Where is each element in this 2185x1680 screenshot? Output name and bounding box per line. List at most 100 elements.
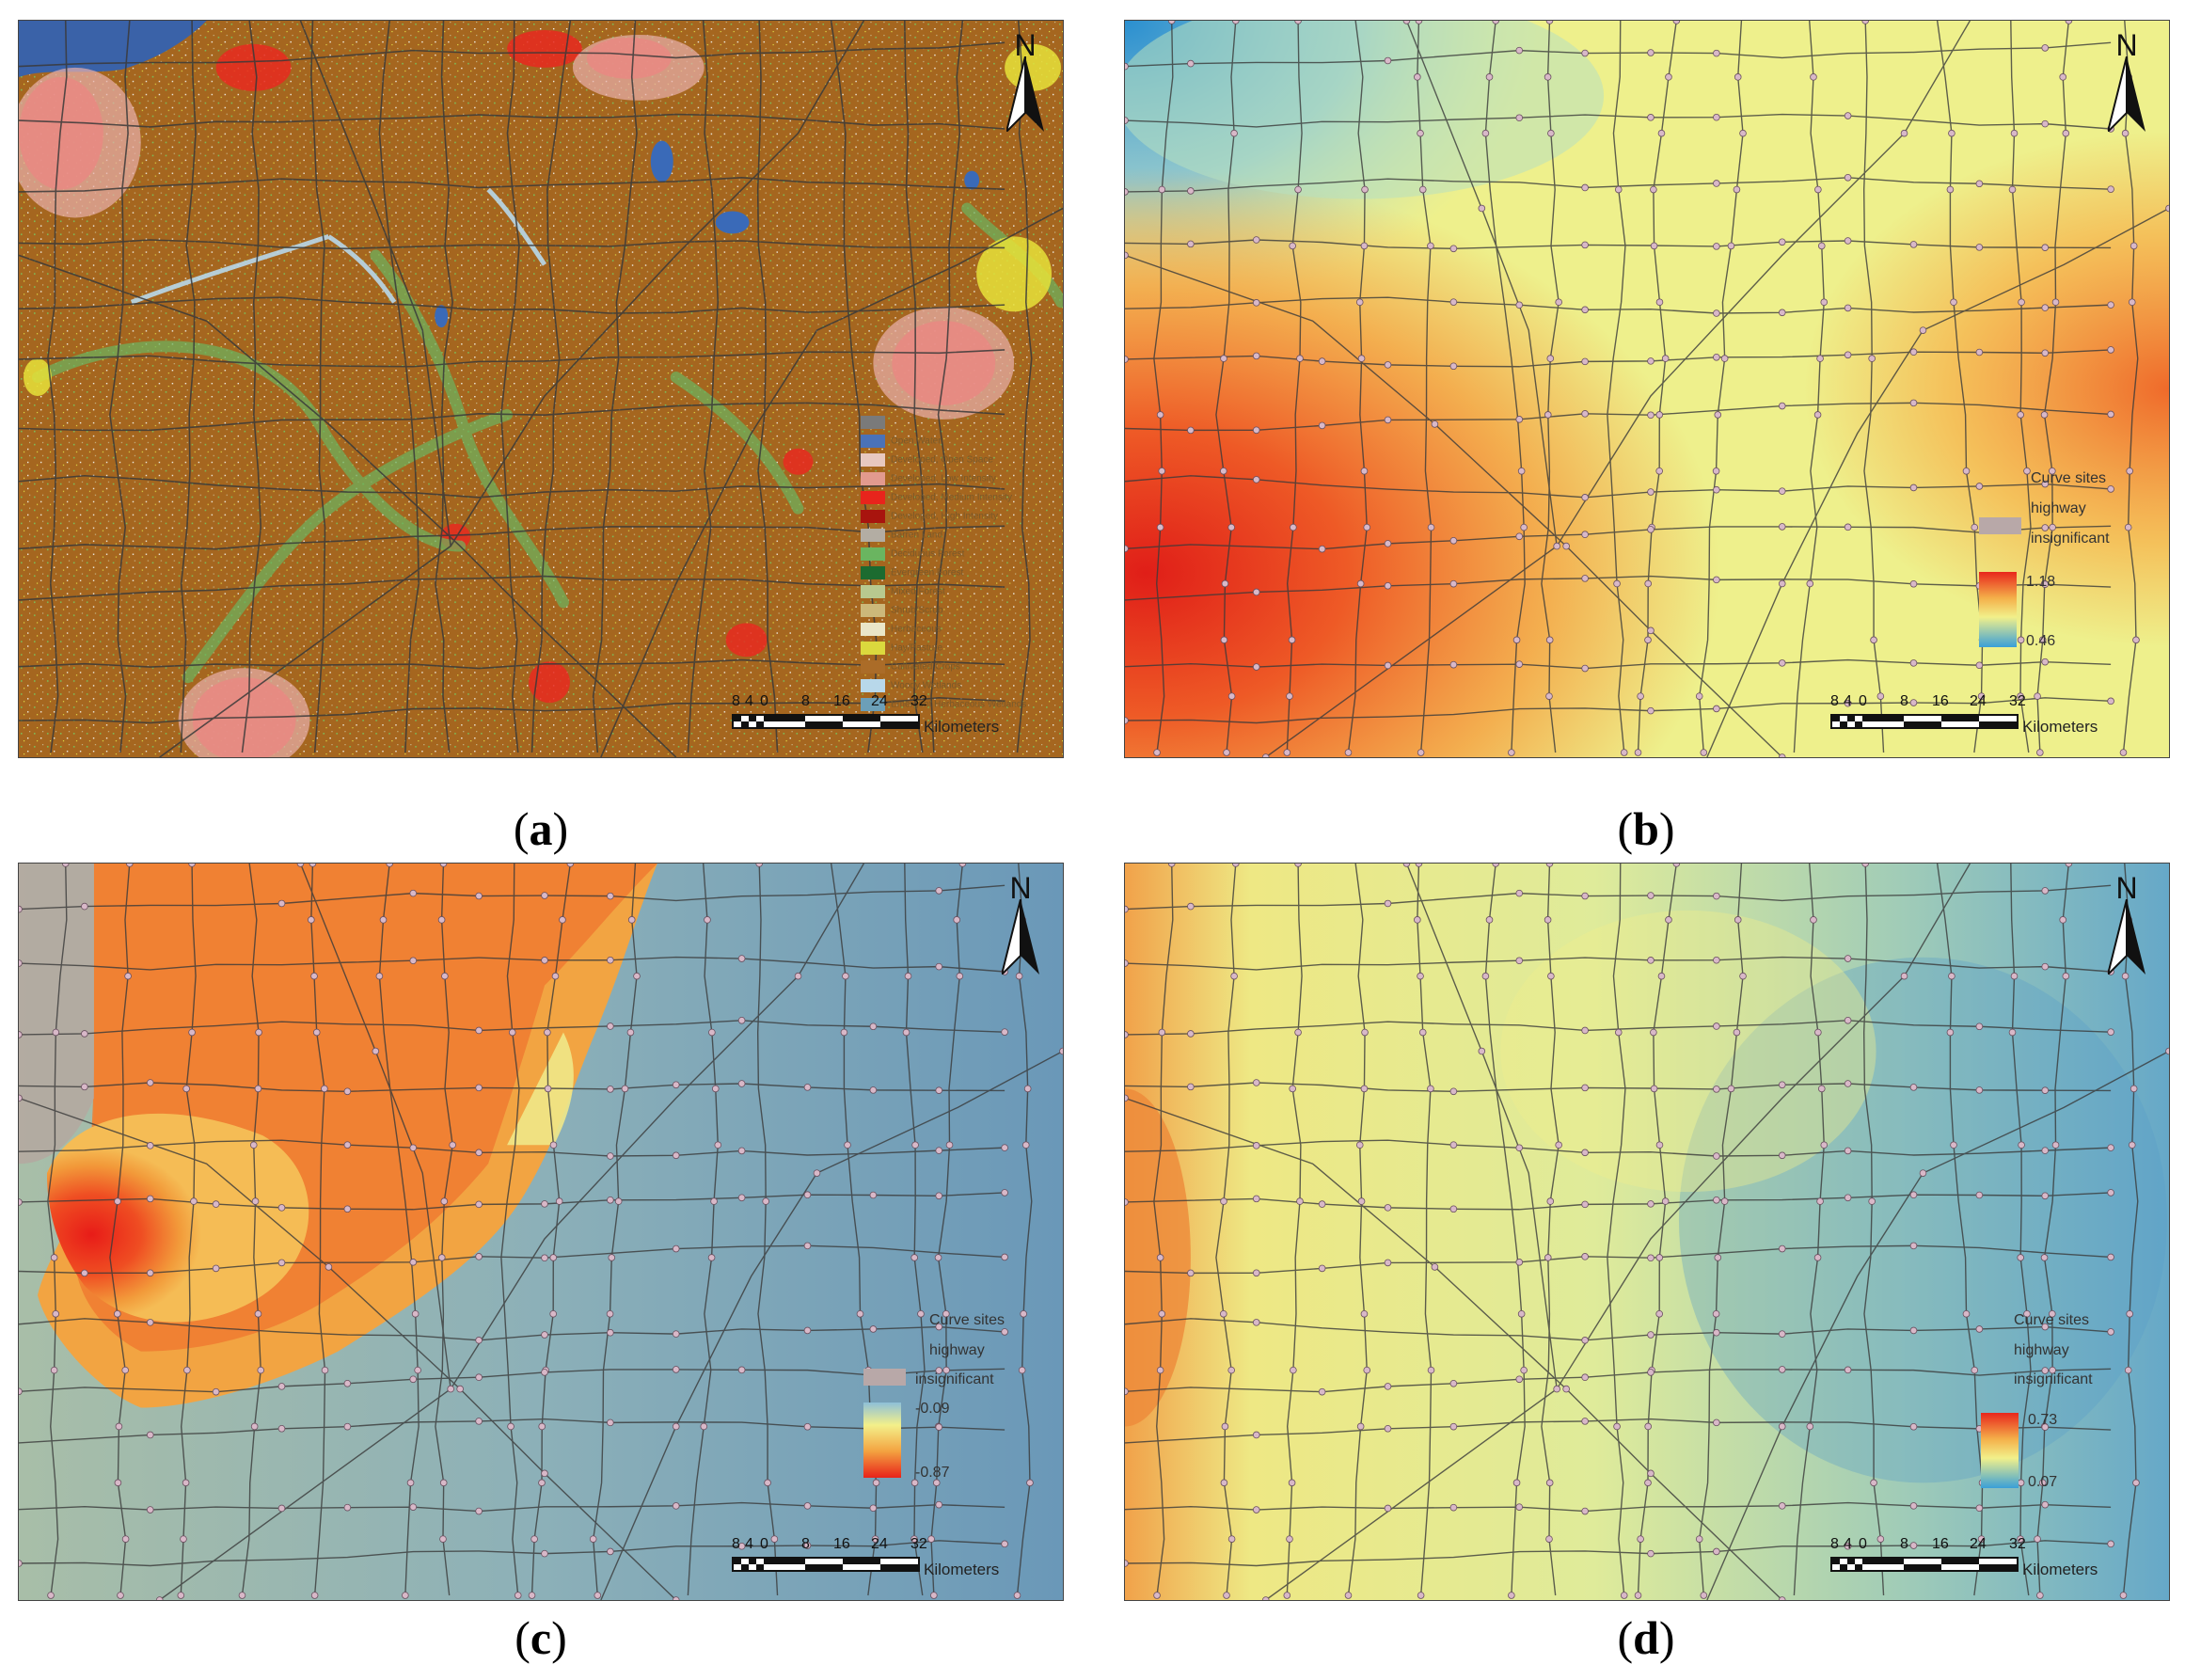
road-line <box>159 864 864 1600</box>
curve-site-marker <box>945 1141 954 1149</box>
curve-site-marker <box>310 1592 319 1599</box>
curve-site-marker <box>2041 244 2050 251</box>
curve-site-marker <box>2107 1253 2114 1261</box>
legend-color-ramp <box>1981 1413 2019 1488</box>
curve-site-marker <box>47 1592 55 1599</box>
curve-site-marker <box>935 1500 943 1509</box>
road-line <box>1215 864 1237 1596</box>
landcover-legend-item: Mixed Forest <box>861 585 992 602</box>
curve-site-marker <box>1360 467 1369 475</box>
curve-site-marker <box>711 1085 720 1093</box>
caption-letter: a <box>529 802 553 855</box>
curve-site-marker <box>1713 485 1720 494</box>
road-line <box>109 21 131 753</box>
curve-site-marker <box>254 1309 262 1318</box>
curve-site-marker <box>1544 916 1552 924</box>
curve-site-marker <box>2008 1028 2017 1037</box>
road-line <box>904 21 926 753</box>
north-arrow: N <box>2094 28 2160 141</box>
curve-site-marker <box>146 1431 154 1439</box>
curve-site-marker <box>541 1549 548 1558</box>
legend-swatch <box>861 623 885 636</box>
road-line <box>1541 21 1560 753</box>
curve-site-marker <box>1977 1535 1986 1543</box>
curve-site-marker <box>589 1535 597 1543</box>
curve-site-marker <box>475 1373 483 1381</box>
curve-site-marker <box>1220 467 1227 475</box>
curve-site-marker <box>155 1596 164 1600</box>
curve-site-marker <box>375 972 384 980</box>
curve-site-marker <box>1544 73 1552 81</box>
curve-site-marker <box>1909 579 1918 588</box>
legend-label: Woody Wetlands <box>891 680 962 691</box>
curve-site-marker <box>942 1309 950 1318</box>
road-line <box>378 21 420 753</box>
legend-swatch <box>861 453 885 467</box>
curve-site-marker <box>1417 749 1425 756</box>
curve-site-marker <box>1778 659 1786 667</box>
curve-site-marker <box>409 957 418 965</box>
curve-site-marker <box>1230 129 1238 137</box>
curve-site-marker <box>2041 304 2050 311</box>
curve-site-marker <box>437 1254 446 1261</box>
curve-site-marker <box>1844 1080 1852 1087</box>
curve-site-marker <box>1713 705 1720 713</box>
road-line <box>1125 113 2112 130</box>
curve-site-marker <box>803 1542 812 1549</box>
curve-site-marker <box>2036 749 2044 756</box>
curve-site-marker <box>1620 1592 1628 1599</box>
curve-site-marker <box>1508 749 1515 756</box>
curve-site-marker <box>1492 864 1499 867</box>
curve-site-marker <box>934 1254 942 1261</box>
road-line <box>1125 575 2112 601</box>
curve-site-marker <box>188 864 196 867</box>
scale-bar: 8 4 0 8 16 24 32 Kilometers <box>1830 1536 2141 1583</box>
curve-site-marker <box>844 1141 851 1149</box>
curve-site-marker <box>177 1592 185 1599</box>
curve-site-marker <box>508 1028 516 1037</box>
curve-site-marker <box>409 889 418 897</box>
road-line <box>2122 21 2139 753</box>
scale-bar-graphic <box>1830 1557 2019 1572</box>
curve-site-marker <box>343 1422 352 1431</box>
curve-site-marker <box>440 1197 449 1205</box>
curve-site-marker <box>447 1385 454 1393</box>
curve-site-marker <box>2041 580 2050 588</box>
curve-site-marker <box>325 1263 333 1271</box>
curve-site-marker <box>1714 411 1722 419</box>
curve-site-marker <box>2130 1085 2138 1093</box>
curve-site-marker <box>439 1535 447 1543</box>
curve-site-marker <box>386 864 393 867</box>
curve-site-marker <box>607 1086 614 1093</box>
road-line <box>378 864 420 1596</box>
legend-swatch <box>861 679 885 692</box>
curve-site-marker <box>1581 1418 1589 1425</box>
curve-site-marker <box>1909 1326 1918 1335</box>
curve-site-marker <box>402 1592 409 1599</box>
curve-site-marker <box>904 972 912 980</box>
curve-site-marker <box>1001 1328 1008 1336</box>
curve-site-marker <box>1655 1141 1664 1149</box>
curve-site-marker <box>1515 660 1524 668</box>
scale-ticks: 8 4 0 8 16 24 32 <box>1830 1536 2037 1555</box>
curve-site-marker <box>2041 962 2050 971</box>
scale-ticks: 8 4 0 8 16 24 32 <box>732 693 939 712</box>
curve-site-marker <box>911 1141 919 1149</box>
north-label: N <box>2115 871 2138 905</box>
curve-site-marker <box>372 1047 380 1055</box>
curve-site-marker <box>1909 1191 1918 1198</box>
curve-site-marker <box>2051 1141 2060 1149</box>
curve-site-marker <box>1644 636 1652 644</box>
curve-site-marker <box>212 1200 220 1208</box>
curve-site-marker <box>869 1191 878 1199</box>
curve-site-marker <box>1220 355 1227 362</box>
road-line <box>1125 239 2112 249</box>
curve-site-marker <box>439 864 448 867</box>
curve-site-marker <box>1739 129 1747 137</box>
legend-label: Hay/Pasture <box>891 642 943 654</box>
landcover-legend-item: Barren Land <box>861 529 992 546</box>
curve-site-marker <box>1515 1259 1524 1266</box>
curve-site-marker <box>737 955 746 962</box>
curve-site-marker <box>714 1141 722 1149</box>
curve-site-marker <box>1318 1264 1326 1273</box>
